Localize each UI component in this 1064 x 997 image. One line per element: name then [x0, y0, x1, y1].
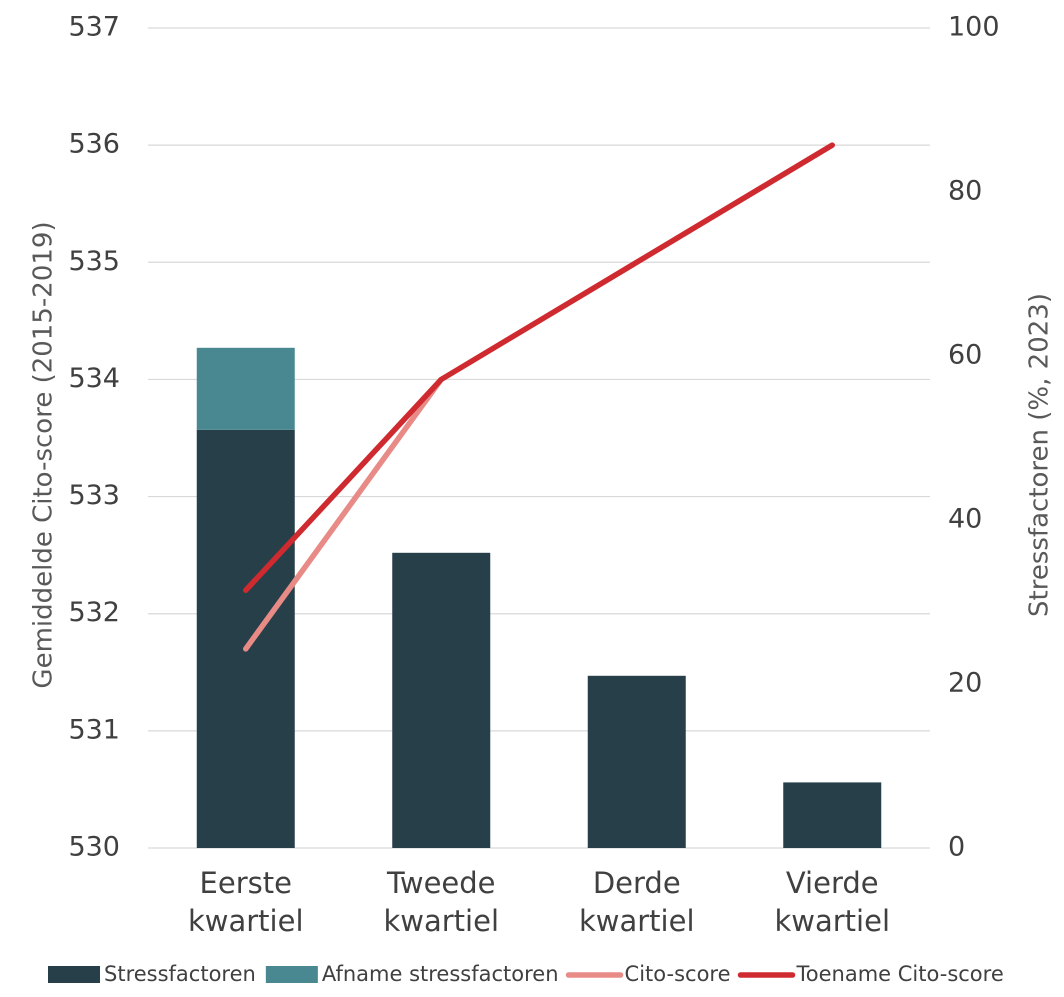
- category-labels: Eerste kwartiel Tweede kwartiel Derde kwartie…: [188, 866, 890, 938]
- bars: [196, 347, 882, 848]
- left-axis-title: Gemiddelde Cito-score (2015-2019): [29, 221, 59, 688]
- legend-label-stressfactoren: Stressfactoren: [104, 962, 256, 986]
- left-tick-label: 531: [68, 714, 120, 745]
- bar-stressfactoren: [392, 552, 491, 848]
- bar-stressfactoren: [587, 675, 686, 848]
- left-tick-label: 535: [68, 246, 120, 277]
- category-label-line: Tweede: [386, 866, 496, 900]
- legend: Stressfactoren Afname stressfactoren Cito-…: [48, 962, 1004, 986]
- category-label: Vierde kwartiel: [774, 866, 890, 938]
- legend-swatch-afname-stressfactoren: [265, 966, 318, 983]
- bar-stressfactoren: [783, 782, 882, 848]
- left-tick-label: 534: [68, 363, 120, 394]
- category-label-line: Derde: [593, 866, 681, 900]
- right-tick-label: 40: [948, 504, 982, 535]
- category-label-line: Eerste: [200, 866, 292, 900]
- category-label-line: Vierde: [786, 866, 879, 900]
- right-tick-label: 100: [948, 12, 1000, 43]
- category-label-line: kwartiel: [579, 904, 695, 938]
- bar-afname-stressfactoren: [196, 347, 295, 430]
- right-tick-label: 0: [948, 832, 965, 863]
- left-tick-label: 536: [68, 129, 120, 160]
- right-tick-label: 80: [948, 176, 982, 207]
- right-axis-ticks: 0 20 40 60 80 100: [948, 12, 1000, 863]
- right-axis-title: Stressfactoren (%, 2023): [1025, 293, 1055, 617]
- category-label: Derde kwartiel: [579, 866, 695, 938]
- line-cito-score: [243, 376, 444, 652]
- category-label-line: kwartiel: [188, 904, 304, 938]
- left-tick-label: 537: [68, 12, 120, 43]
- category-label-line: kwartiel: [383, 904, 499, 938]
- legend-swatch-stressfactoren: [48, 966, 100, 983]
- category-label: Tweede kwartiel: [383, 866, 499, 938]
- left-tick-label: 532: [68, 597, 120, 628]
- right-tick-label: 20: [948, 668, 982, 699]
- left-tick-label: 533: [68, 480, 120, 511]
- line-toename-cito-score: [243, 142, 835, 594]
- left-axis-ticks: 530 531 532 533 534 535 536 537: [68, 12, 120, 863]
- legend-label-toename-cito-score: Toename Cito-score: [796, 962, 1004, 986]
- bar-stressfactoren: [196, 429, 295, 848]
- legend-label-cito-score: Cito-score: [625, 962, 731, 986]
- left-tick-label: 530: [68, 832, 120, 863]
- lines: [243, 142, 835, 652]
- category-label-line: kwartiel: [774, 904, 890, 938]
- legend-label-afname-stressfactoren: Afname stressfactoren: [322, 962, 559, 986]
- category-label: Eerste kwartiel: [188, 866, 304, 938]
- right-tick-label: 60: [948, 340, 982, 371]
